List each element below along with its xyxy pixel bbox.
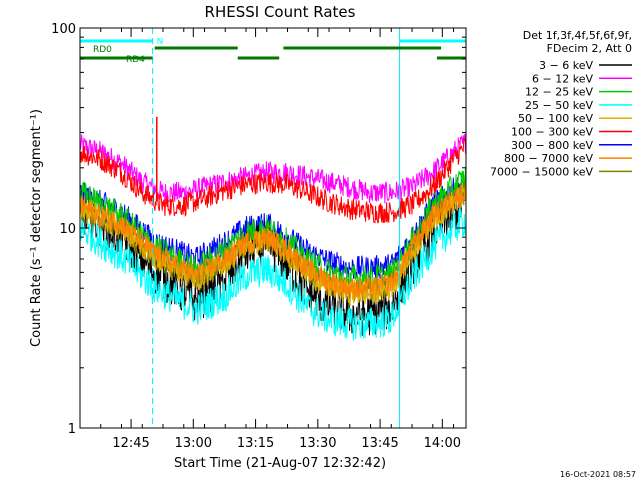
x-tick-label-1: 13:00 [175, 436, 212, 451]
legend-header-0: Det 1f,3f,4f,5f,6f,9f, [523, 29, 632, 42]
series-line-1 [79, 133, 467, 204]
series-line-3 [79, 207, 467, 341]
y-tick-label-2: 100 [51, 22, 76, 37]
legend-label-4: 50 − 100 keV [518, 112, 593, 125]
legend-label-8: 7000 − 15000 keV [490, 165, 593, 178]
legend-label-3: 25 − 50 keV [525, 99, 593, 112]
bar-label-rd0: RD0 [93, 45, 112, 55]
series-layer [79, 116, 467, 341]
y-tick-label-1: 10 [59, 222, 76, 237]
bar-label-rd4: RD4 [126, 55, 145, 65]
y-tick-label-0: 1 [68, 422, 76, 437]
x-tick-label-0: 12:45 [112, 436, 149, 451]
legend-label-2: 12 − 25 keV [525, 86, 593, 99]
x-tick-label-3: 13:30 [299, 436, 336, 451]
chart-title: RHESSI Count Rates [205, 3, 356, 21]
legend-label-1: 6 − 12 keV [532, 72, 593, 85]
x-tick-label-2: 13:15 [237, 436, 274, 451]
legend-header-1: FDecim 2, Att 0 [547, 42, 632, 55]
attenuator-bar-layer: N RD0 RD4 [80, 37, 466, 65]
x-tick-label-5: 14:00 [424, 436, 461, 451]
legend-label-7: 800 − 7000 keV [504, 152, 593, 165]
x-axis-label: Start Time (21-Aug-07 12:32:42) [174, 456, 386, 471]
y-axis-label: Count Rate (s⁻¹ detector segment⁻¹) [29, 109, 44, 347]
legend-label-6: 300 − 800 keV [511, 139, 593, 152]
x-tick-label-4: 13:45 [361, 436, 398, 451]
bar-label-n: N [157, 37, 164, 47]
footer-timestamp: 16-Oct-2021 08:57 [560, 470, 636, 479]
axis-layer: 12:45 13:00 13:15 13:30 13:45 14:00 1 10 100 [51, 22, 466, 451]
series-line-5 [79, 137, 467, 224]
legend: Det 1f,3f,4f,5f,6f,9f,FDecim 2, Att 0 3 −… [490, 29, 632, 178]
legend-label-5: 100 − 300 keV [511, 126, 593, 139]
series-line-7 [79, 185, 467, 300]
legend-label-0: 3 − 6 keV [539, 59, 593, 72]
